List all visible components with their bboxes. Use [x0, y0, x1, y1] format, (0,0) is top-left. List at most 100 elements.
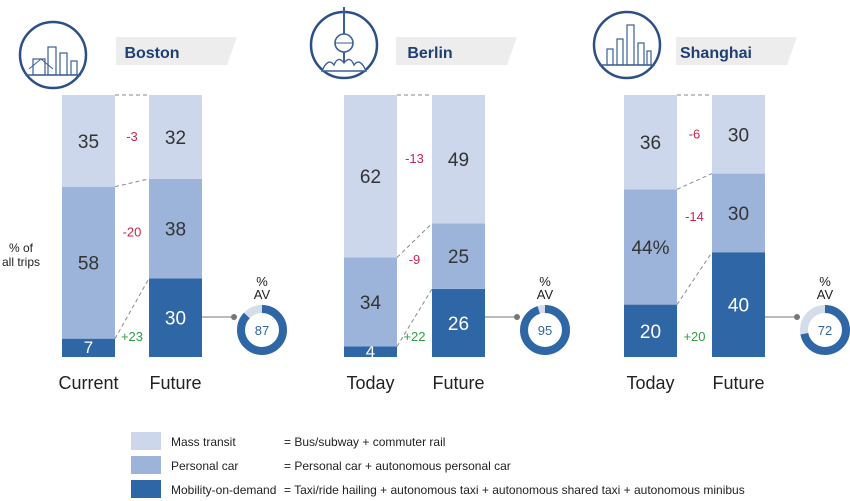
av-ring-value	[800, 305, 850, 355]
legend-definition-mobility-on-demand: = Taxi/ride hailing + autonomous taxi + …	[284, 483, 745, 497]
bar-segment-mobility-on-demand	[344, 346, 397, 357]
legend-label-personal-car: Personal car	[171, 459, 238, 473]
city-title: Boston	[124, 45, 179, 62]
bar-segment-personal-car	[62, 186, 115, 339]
data-label-personal-car: 34	[360, 293, 382, 314]
delta-label-mass-transit: -3	[126, 129, 138, 144]
bar-segment-mobility-on-demand	[62, 338, 115, 357]
delta-label-personal-car: -9	[409, 252, 421, 267]
av-leader-dot	[231, 314, 237, 320]
av-percent-value: 95	[538, 323, 552, 338]
data-label-personal-car: 30	[728, 204, 749, 225]
av-label-line1: %	[256, 274, 268, 289]
bar-segment-mobility-on-demand	[149, 278, 202, 357]
data-label-mobility-on-demand: 20	[640, 322, 661, 343]
data-label-personal-car: 44%	[631, 238, 669, 259]
bar-segment-mass-transit	[149, 95, 202, 179]
legend-swatch-mobility-on-demand	[131, 480, 161, 498]
av-label-line1: %	[819, 274, 831, 289]
category-label-future: Future	[149, 373, 201, 393]
delta-label-mobility-on-demand: +22	[403, 329, 425, 344]
data-label-mass-transit: 36	[640, 133, 661, 154]
av-leader-dot	[514, 314, 520, 320]
bar-segment-personal-car	[432, 223, 485, 289]
delta-label-mobility-on-demand: +20	[683, 329, 705, 344]
av-label-line2: AV	[537, 287, 554, 302]
tower-base-buildings	[320, 58, 368, 72]
bar-segment-mass-transit	[624, 95, 677, 190]
data-label-mass-transit: 30	[728, 125, 749, 146]
connector-line	[114, 278, 150, 339]
data-label-personal-car: 58	[78, 254, 99, 275]
bar-segment-mass-transit	[344, 95, 397, 258]
av-label-line1: %	[539, 274, 551, 289]
data-label-mass-transit: 49	[448, 150, 469, 171]
skyline-building	[626, 24, 635, 66]
skyline-building	[616, 38, 624, 66]
legend-label-mass-transit: Mass transit	[171, 435, 236, 449]
category-label-today: Today	[346, 373, 394, 393]
av-label-line2: AV	[817, 287, 834, 302]
skyline-building	[70, 60, 78, 76]
legend: Mass transit = Bus/subway + commuter rai…	[131, 432, 745, 498]
city-panels: Boston75835Current303832Future+23-20-3%A…	[18, 7, 850, 393]
skyline-building	[47, 46, 57, 76]
bar-segment-personal-car	[624, 189, 677, 305]
skyline-building	[637, 42, 645, 66]
data-label-mass-transit: 32	[165, 128, 186, 149]
delta-label-mobility-on-demand: +23	[121, 329, 143, 344]
data-label-personal-car: 25	[448, 247, 469, 268]
connector-line	[676, 251, 713, 305]
city-title-band	[676, 37, 797, 65]
city-panel-shanghai: Shanghai 20 44% 36 Today 40 30 30 Future +20 -14 -6…	[592, 10, 850, 393]
skyline-building	[646, 50, 652, 66]
skyline-building	[59, 52, 68, 76]
skyline-building	[606, 48, 614, 66]
city-title-band	[396, 37, 517, 65]
legend-swatch-personal-car	[131, 456, 161, 474]
connector-line	[396, 223, 433, 258]
bar-segment-mobility-on-demand	[624, 304, 677, 357]
city-panel-berlin: Berlin 4 34 62 Today 26 25 49 Future +22 -9 -13%AV 9…	[309, 7, 570, 393]
av-percent-value: 87	[255, 323, 269, 338]
av-label-line2: AV	[254, 287, 271, 302]
connector-line	[114, 178, 150, 188]
legend-label-mobility-on-demand: Mobility-on-demand	[171, 483, 276, 497]
category-label-future: Future	[432, 373, 484, 393]
data-label-mobility-on-demand: 40	[728, 296, 749, 317]
y-axis-label-line1: % of	[9, 241, 34, 255]
city-title: Shanghai	[680, 45, 752, 62]
legend-definition-personal-car: = Personal car + autonomous personal car	[284, 459, 511, 473]
av-leader-dot	[794, 314, 800, 320]
delta-label-personal-car: -20	[123, 225, 142, 240]
data-label-mobility-on-demand: 7	[84, 338, 93, 357]
bar-segment-mass-transit	[432, 95, 485, 224]
av-percent-value: 72	[818, 323, 832, 338]
bar-segment-mass-transit	[62, 95, 115, 187]
data-label-mobility-on-demand: 30	[165, 309, 186, 330]
category-label-future: Future	[712, 373, 764, 393]
bar-segment-mobility-on-demand	[432, 288, 485, 357]
y-axis-label-line2: all trips	[2, 255, 40, 269]
city-title: Berlin	[407, 45, 452, 62]
av-ring-value	[520, 305, 570, 355]
delta-label-mass-transit: -6	[689, 126, 701, 141]
connector-line	[396, 288, 433, 347]
delta-label-personal-car: -14	[685, 209, 704, 224]
bar-segment-personal-car	[344, 257, 397, 347]
bar-segment-mass-transit	[712, 95, 765, 174]
data-label-mobility-on-demand: 4	[366, 342, 375, 361]
city-panel-boston: Boston 7 58 35 Current 30 38 32 Future +23 -20 -3%A…	[18, 20, 287, 393]
data-label-personal-car: 38	[165, 220, 186, 241]
av-ring-value	[237, 305, 287, 355]
data-label-mass-transit: 35	[78, 132, 99, 153]
city-title-band	[116, 37, 237, 65]
category-label-current: Current	[58, 373, 118, 393]
connector-line	[676, 173, 713, 190]
bridge-cables	[28, 58, 54, 70]
delta-label-mass-transit: -13	[405, 151, 424, 166]
data-label-mobility-on-demand: 26	[448, 314, 469, 335]
legend-swatch-mass-transit	[131, 432, 161, 450]
legend-definition-mass-transit: = Bus/subway + commuter rail	[284, 435, 445, 449]
